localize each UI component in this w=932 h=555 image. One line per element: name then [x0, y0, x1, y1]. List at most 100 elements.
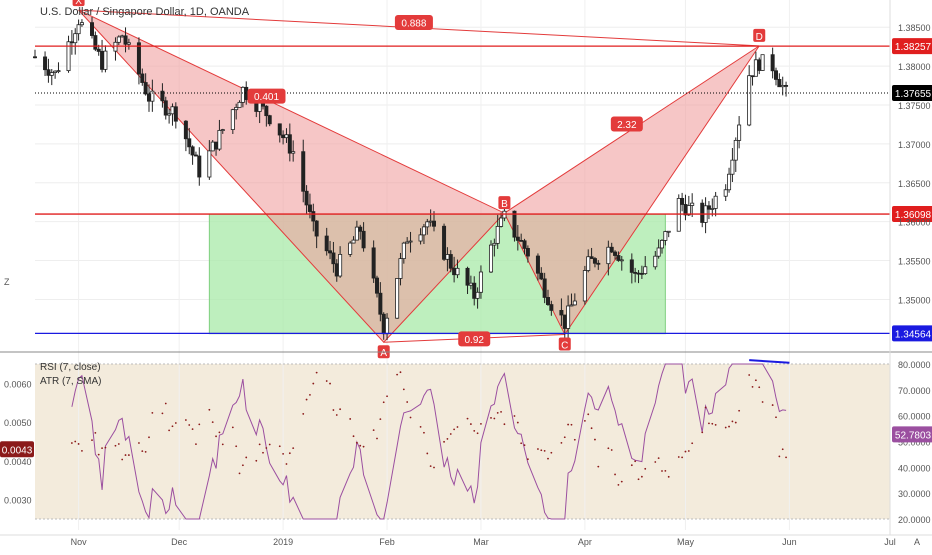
candle	[676, 194, 681, 232]
atr-dot	[513, 415, 516, 417]
candle-body	[643, 266, 648, 275]
candle-body	[656, 247, 661, 257]
atr-dot	[282, 453, 285, 455]
candle	[549, 300, 554, 316]
candle	[183, 120, 188, 152]
atr-dot	[516, 421, 519, 424]
atr-dot	[332, 409, 335, 411]
candle	[770, 47, 775, 79]
candle	[592, 257, 597, 268]
pattern-ratio-label: 2.32	[617, 120, 637, 131]
atr-legend: ATR (7, SMA)	[40, 376, 101, 387]
candle	[737, 116, 742, 149]
candle-body	[237, 101, 242, 108]
atr-dot	[241, 464, 244, 467]
time-tick-label: Jul	[884, 537, 896, 547]
candle-body	[374, 277, 379, 294]
price-tick-label: 1.35000	[898, 295, 931, 305]
atr-dot	[114, 444, 117, 447]
atr-dot	[758, 386, 761, 389]
candle	[606, 240, 611, 276]
atr-dot	[245, 456, 248, 459]
candle	[542, 272, 547, 304]
candle	[733, 137, 738, 172]
candle-body	[596, 262, 601, 265]
candle-body	[609, 246, 614, 253]
time-tick-label: Dec	[171, 537, 188, 547]
atr-dot	[607, 447, 610, 450]
candle	[267, 114, 272, 127]
candle-body	[207, 150, 212, 178]
candle	[596, 260, 601, 270]
atr-dot	[708, 422, 710, 425]
candle	[660, 239, 665, 254]
rsi-tick-label: 80.0000	[898, 360, 931, 370]
atr-dot	[469, 423, 472, 425]
candle-body	[103, 50, 108, 70]
candle-body	[311, 211, 316, 222]
time-tick-label: Mar	[473, 537, 489, 547]
candle	[123, 27, 128, 53]
candle-body	[475, 291, 480, 299]
atr-dot	[775, 416, 777, 419]
time-tick-label: Apr	[578, 537, 592, 547]
atr-dot	[208, 408, 211, 411]
candle	[126, 38, 131, 50]
atr-dot	[771, 404, 774, 406]
candle	[351, 236, 356, 244]
candle	[401, 241, 406, 264]
candle	[777, 73, 782, 88]
candle-body	[499, 217, 504, 227]
atr-dot	[409, 416, 412, 419]
candle	[535, 253, 540, 281]
candle	[686, 195, 691, 216]
candle-body	[757, 59, 762, 71]
atr-dot	[315, 371, 318, 374]
price-level-label: 1.37655	[895, 89, 932, 100]
candle-body	[519, 240, 524, 242]
candle	[713, 191, 718, 217]
atr-dot	[101, 447, 103, 450]
candle-body	[160, 90, 165, 102]
atr-dot	[523, 444, 526, 447]
candle	[760, 54, 765, 71]
candle-body	[90, 22, 95, 36]
candle	[629, 253, 634, 284]
atr-value-label: 0.0043	[2, 445, 33, 456]
candle-body	[183, 120, 188, 140]
atr-dot	[684, 450, 687, 453]
candle	[546, 289, 551, 306]
candle-body	[49, 72, 54, 76]
atr-tick-label: 0.0040	[4, 457, 32, 467]
candle-body	[146, 93, 151, 102]
atr-dot	[231, 426, 234, 429]
candle-body	[686, 205, 691, 216]
rsi-tick-label: 70.0000	[898, 386, 931, 396]
candle	[425, 218, 430, 235]
candle	[291, 140, 296, 162]
atr-dot	[402, 388, 405, 391]
atr-dot	[309, 393, 311, 396]
atr-dot	[396, 373, 399, 376]
candle-body	[190, 146, 195, 156]
price-level-label-bg	[892, 84, 932, 101]
atr-dot	[734, 421, 737, 424]
atr-dot	[97, 453, 100, 456]
atr-dot	[640, 475, 643, 478]
candle-body	[706, 205, 711, 210]
atr-dot	[164, 402, 167, 405]
candle-body	[354, 226, 359, 241]
candle-body	[240, 86, 245, 103]
candle	[33, 49, 38, 59]
atr-dot	[493, 417, 496, 420]
atr-dot	[704, 406, 707, 409]
candle-body	[492, 242, 497, 246]
candle-body	[448, 254, 453, 269]
candle-body	[33, 56, 38, 59]
candle	[160, 83, 165, 108]
candle	[465, 266, 470, 294]
atr-dot	[258, 443, 261, 446]
candle-body	[187, 138, 192, 148]
candle-body	[660, 240, 665, 249]
